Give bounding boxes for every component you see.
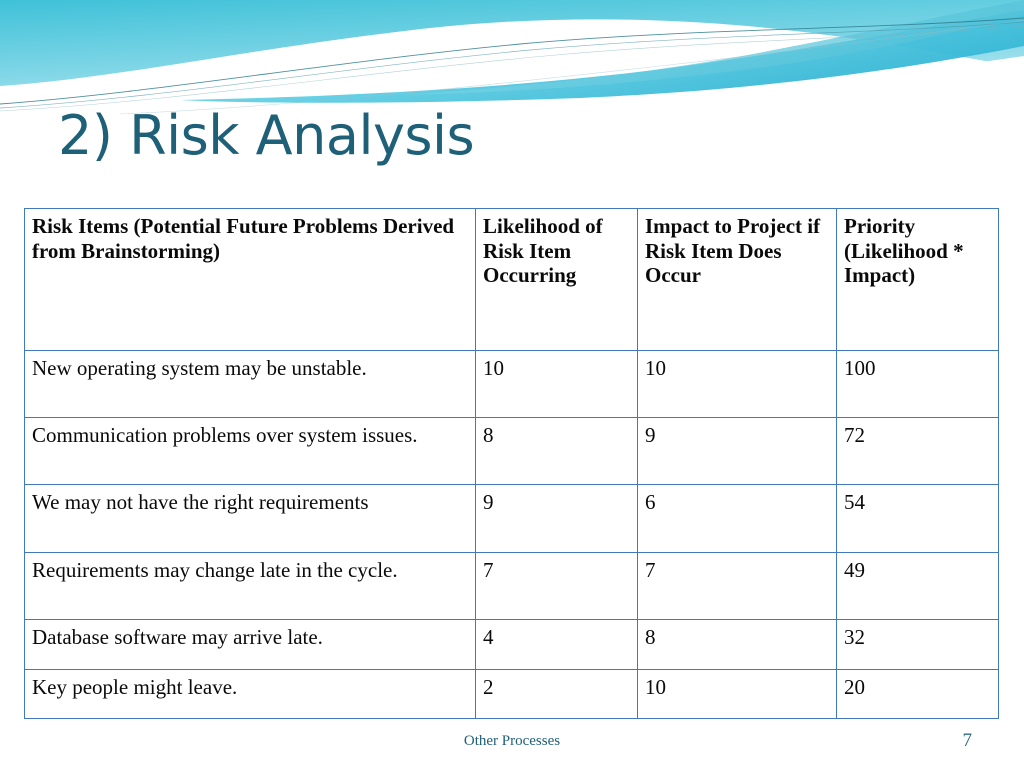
cell-priority: 32 xyxy=(836,619,999,670)
table-row: Communication problems over system issue… xyxy=(24,417,999,485)
cell-likelihood: 2 xyxy=(475,669,638,719)
cell-risk-item: Database software may arrive late. xyxy=(24,619,476,670)
cell-risk-item: Communication problems over system issue… xyxy=(24,417,476,485)
cell-risk-item: New operating system may be unstable. xyxy=(24,350,476,418)
cell-risk-item: Key people might leave. xyxy=(24,669,476,719)
cell-priority: 72 xyxy=(836,417,999,485)
table-row: We may not have the right requirements 9… xyxy=(24,484,999,553)
table-row: Key people might leave. 2 10 20 xyxy=(24,669,999,719)
cell-likelihood: 7 xyxy=(475,552,638,620)
page-title: 2) Risk Analysis xyxy=(58,104,475,167)
cell-impact: 7 xyxy=(637,552,837,620)
cell-likelihood: 9 xyxy=(475,484,638,553)
cell-likelihood: 4 xyxy=(475,619,638,670)
slide-header-banner xyxy=(0,0,1024,120)
column-header-priority: Priority (Likelihood * Impact) xyxy=(836,208,999,351)
cell-impact: 8 xyxy=(637,619,837,670)
cell-priority: 100 xyxy=(836,350,999,418)
table-header-row: Risk Items (Potential Future Problems De… xyxy=(24,208,999,351)
column-header-impact: Impact to Project if Risk Item Does Occu… xyxy=(637,208,837,351)
cell-priority: 49 xyxy=(836,552,999,620)
table-row: New operating system may be unstable. 10… xyxy=(24,350,999,418)
cell-priority: 20 xyxy=(836,669,999,719)
cell-impact: 10 xyxy=(637,350,837,418)
column-header-likelihood: Likelihood of Risk Item Occurring xyxy=(475,208,638,351)
cell-likelihood: 10 xyxy=(475,350,638,418)
cell-priority: 54 xyxy=(836,484,999,553)
slide-footer-text: Other Processes xyxy=(463,733,561,749)
table-row: Requirements may change late in the cycl… xyxy=(24,552,999,620)
page-number: 7 xyxy=(962,730,973,751)
column-header-risk-items: Risk Items (Potential Future Problems De… xyxy=(24,208,476,351)
cell-impact: 10 xyxy=(637,669,837,719)
cell-impact: 6 xyxy=(637,484,837,553)
risk-analysis-table: Risk Items (Potential Future Problems De… xyxy=(24,208,999,719)
cell-likelihood: 8 xyxy=(475,417,638,485)
table-row: Database software may arrive late. 4 8 3… xyxy=(24,619,999,670)
cell-risk-item: We may not have the right requirements xyxy=(24,484,476,553)
cell-impact: 9 xyxy=(637,417,837,485)
cell-risk-item: Requirements may change late in the cycl… xyxy=(24,552,476,620)
